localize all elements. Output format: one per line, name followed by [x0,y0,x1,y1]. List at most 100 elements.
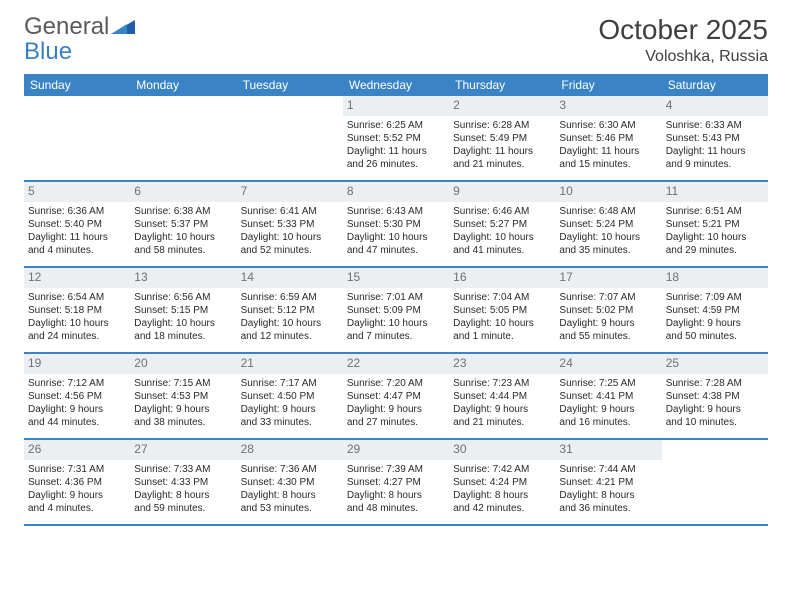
weekday-sunday: Sunday [24,74,130,96]
sunrise-line: Sunrise: 6:51 AM [666,205,764,218]
logo: GeneralBlue [24,14,135,64]
daylight-line: and 55 minutes. [559,330,657,343]
day-number: 19 [24,354,130,374]
day-cell: 6Sunrise: 6:38 AMSunset: 5:37 PMDaylight… [130,182,236,266]
day-number: 10 [555,182,661,202]
sunset-line: Sunset: 5:15 PM [134,304,232,317]
day-cell: 13Sunrise: 6:56 AMSunset: 5:15 PMDayligh… [130,268,236,352]
day-cell: 30Sunrise: 7:42 AMSunset: 4:24 PMDayligh… [449,440,555,524]
daylight-line: and 58 minutes. [134,244,232,257]
week-row: 19Sunrise: 7:12 AMSunset: 4:56 PMDayligh… [24,354,768,440]
sunset-line: Sunset: 5:37 PM [134,218,232,231]
daylight-line: and 26 minutes. [347,158,445,171]
sunrise-line: Sunrise: 6:25 AM [347,119,445,132]
daylight-line: and 1 minute. [453,330,551,343]
day-number: 29 [343,440,449,460]
day-cell: 1Sunrise: 6:25 AMSunset: 5:52 PMDaylight… [343,96,449,180]
week-row: 12Sunrise: 6:54 AMSunset: 5:18 PMDayligh… [24,268,768,354]
day-number: 31 [555,440,661,460]
daylight-line: Daylight: 8 hours [134,489,232,502]
logo-word2: Blue [24,38,72,65]
day-cell: 15Sunrise: 7:01 AMSunset: 5:09 PMDayligh… [343,268,449,352]
daylight-line: and 35 minutes. [559,244,657,257]
day-number: 12 [24,268,130,288]
day-cell: 31Sunrise: 7:44 AMSunset: 4:21 PMDayligh… [555,440,661,524]
location: Voloshka, Russia [598,48,768,66]
daylight-line: and 53 minutes. [241,502,339,515]
daylight-line: and 16 minutes. [559,416,657,429]
sunset-line: Sunset: 4:59 PM [666,304,764,317]
sunrise-line: Sunrise: 6:41 AM [241,205,339,218]
daylight-line: Daylight: 10 hours [28,317,126,330]
sunset-line: Sunset: 4:36 PM [28,476,126,489]
day-cell: 23Sunrise: 7:23 AMSunset: 4:44 PMDayligh… [449,354,555,438]
day-number: 18 [662,268,768,288]
daylight-line: Daylight: 10 hours [453,231,551,244]
day-cell: 10Sunrise: 6:48 AMSunset: 5:24 PMDayligh… [555,182,661,266]
daylight-line: Daylight: 9 hours [347,403,445,416]
sunset-line: Sunset: 4:56 PM [28,390,126,403]
sunrise-line: Sunrise: 7:01 AM [347,291,445,304]
daylight-line: Daylight: 10 hours [241,317,339,330]
daylight-line: and 59 minutes. [134,502,232,515]
day-cell: 25Sunrise: 7:28 AMSunset: 4:38 PMDayligh… [662,354,768,438]
daylight-line: and 18 minutes. [134,330,232,343]
weekday-header-row: SundayMondayTuesdayWednesdayThursdayFrid… [24,74,768,96]
sunrise-line: Sunrise: 7:07 AM [559,291,657,304]
daylight-line: Daylight: 11 hours [453,145,551,158]
sunrise-line: Sunrise: 7:42 AM [453,463,551,476]
day-number: 15 [343,268,449,288]
daylight-line: and 52 minutes. [241,244,339,257]
day-cell: 21Sunrise: 7:17 AMSunset: 4:50 PMDayligh… [237,354,343,438]
sunset-line: Sunset: 5:02 PM [559,304,657,317]
daylight-line: and 21 minutes. [453,158,551,171]
sunset-line: Sunset: 5:12 PM [241,304,339,317]
daylight-line: and 47 minutes. [347,244,445,257]
sunset-line: Sunset: 5:49 PM [453,132,551,145]
daylight-line: Daylight: 9 hours [559,403,657,416]
day-number: 16 [449,268,555,288]
day-cell: 11Sunrise: 6:51 AMSunset: 5:21 PMDayligh… [662,182,768,266]
month-title: October 2025 [598,14,768,46]
sunrise-line: Sunrise: 6:38 AM [134,205,232,218]
day-number: 27 [130,440,236,460]
day-number: 20 [130,354,236,374]
header: GeneralBlue October 2025 Voloshka, Russi… [24,14,768,66]
day-cell-blank: . [24,96,130,180]
weekday-friday: Friday [555,74,661,96]
weekday-monday: Monday [130,74,236,96]
title-block: October 2025 Voloshka, Russia [598,14,768,66]
day-number: 1 [343,96,449,116]
sunset-line: Sunset: 5:30 PM [347,218,445,231]
sunset-line: Sunset: 4:27 PM [347,476,445,489]
sunrise-line: Sunrise: 7:33 AM [134,463,232,476]
sunrise-line: Sunrise: 6:43 AM [347,205,445,218]
sunset-line: Sunset: 4:24 PM [453,476,551,489]
daylight-line: and 44 minutes. [28,416,126,429]
daylight-line: Daylight: 9 hours [559,317,657,330]
day-number: 21 [237,354,343,374]
daylight-line: Daylight: 11 hours [28,231,126,244]
daylight-line: Daylight: 8 hours [453,489,551,502]
day-cell: 18Sunrise: 7:09 AMSunset: 4:59 PMDayligh… [662,268,768,352]
sunset-line: Sunset: 4:47 PM [347,390,445,403]
day-cell: 26Sunrise: 7:31 AMSunset: 4:36 PMDayligh… [24,440,130,524]
weekday-wednesday: Wednesday [343,74,449,96]
sunrise-line: Sunrise: 7:25 AM [559,377,657,390]
sunset-line: Sunset: 5:46 PM [559,132,657,145]
sunrise-line: Sunrise: 7:36 AM [241,463,339,476]
daylight-line: Daylight: 8 hours [347,489,445,502]
daylight-line: and 9 minutes. [666,158,764,171]
sunrise-line: Sunrise: 7:09 AM [666,291,764,304]
day-number: 13 [130,268,236,288]
daylight-line: Daylight: 10 hours [134,317,232,330]
week-row: 26Sunrise: 7:31 AMSunset: 4:36 PMDayligh… [24,440,768,526]
daylight-line: Daylight: 10 hours [347,231,445,244]
day-cell: 27Sunrise: 7:33 AMSunset: 4:33 PMDayligh… [130,440,236,524]
day-cell: 22Sunrise: 7:20 AMSunset: 4:47 PMDayligh… [343,354,449,438]
day-cell: 4Sunrise: 6:33 AMSunset: 5:43 PMDaylight… [662,96,768,180]
sunrise-line: Sunrise: 6:28 AM [453,119,551,132]
logo-word1: General [24,13,109,40]
day-number: 26 [24,440,130,460]
day-number: 9 [449,182,555,202]
